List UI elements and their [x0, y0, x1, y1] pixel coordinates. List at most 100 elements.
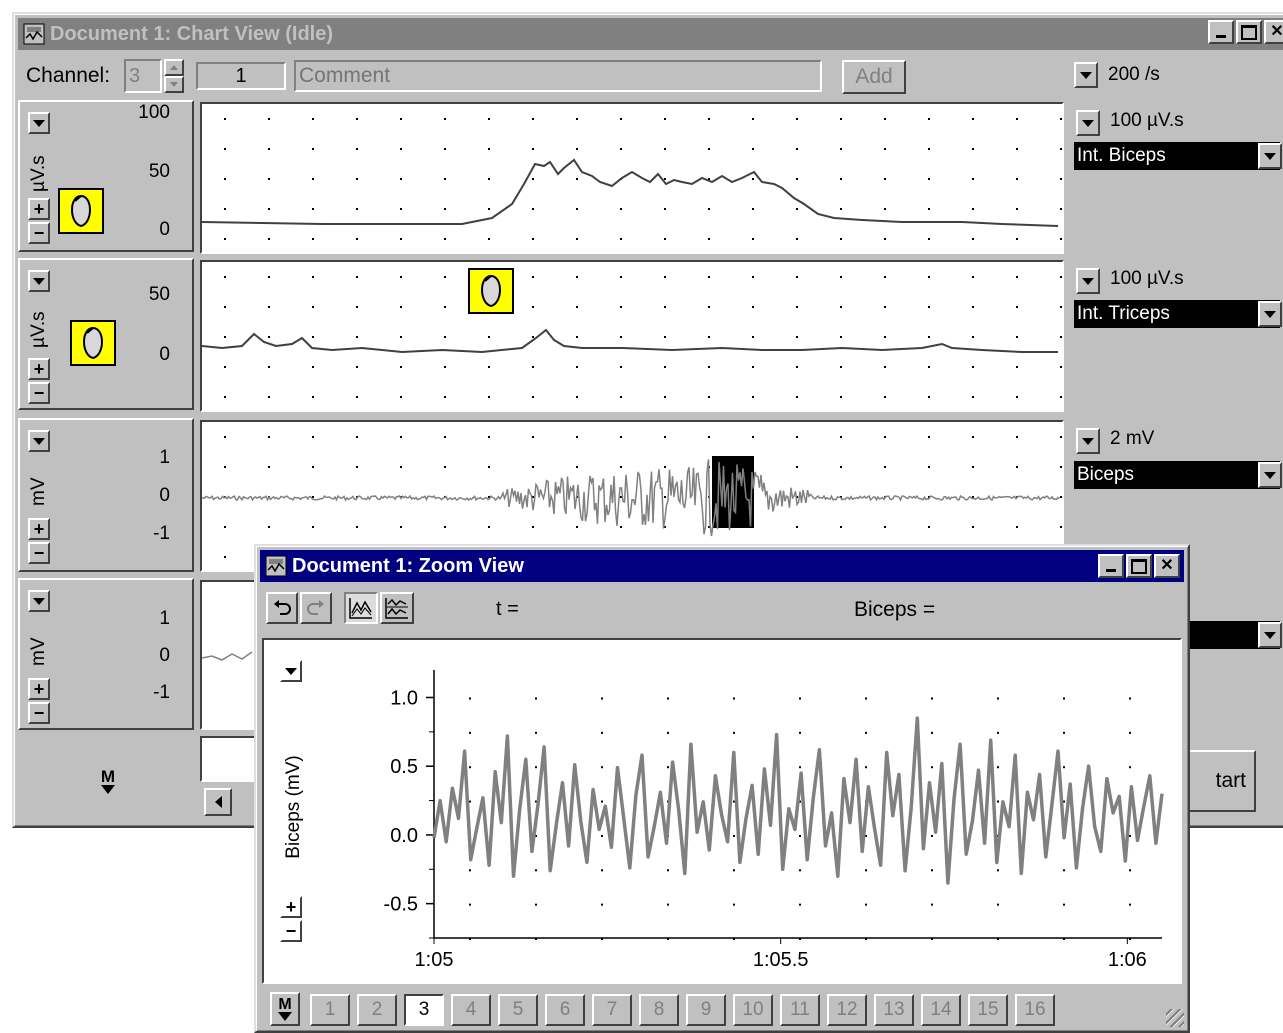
grid-dot	[1016, 178, 1018, 180]
mode-marker-icon[interactable]: M	[96, 766, 120, 796]
channel-4-zoom-in-button[interactable]: +	[28, 678, 50, 700]
comment-input[interactable]	[294, 60, 822, 92]
channel-3-zoom-in-button[interactable]: +	[28, 518, 50, 540]
grid-dot	[972, 238, 974, 240]
scroll-left-button[interactable]	[204, 788, 232, 816]
channel-2-name-dropdown[interactable]	[1258, 301, 1282, 327]
grid-dot	[931, 766, 933, 769]
maximize-button[interactable]	[1236, 20, 1262, 44]
page-button-14[interactable]: 14	[921, 994, 961, 1026]
channel-4-name-dropdown[interactable]	[1258, 622, 1282, 648]
page-button-11[interactable]: 11	[780, 994, 820, 1026]
add-button[interactable]: Add	[842, 60, 906, 94]
channel-1-zoom-out-button[interactable]: −	[28, 222, 50, 244]
zoom-view-titlebar[interactable]: Document 1: Zoom View	[260, 550, 1184, 582]
page-button-10[interactable]: 10	[733, 994, 773, 1026]
grid-dot	[1129, 766, 1131, 769]
page-button-9[interactable]: 9	[686, 994, 726, 1026]
grid-dot	[268, 238, 270, 240]
mode-marker-icon[interactable]: M	[270, 992, 300, 1026]
page-button-6[interactable]: 6	[545, 994, 585, 1026]
channel-1-plot[interactable]	[200, 102, 1064, 254]
page-button-16[interactable]: 16	[1015, 994, 1055, 1026]
channel-1-name-dropdown[interactable]	[1258, 143, 1282, 169]
channel-3-zoom-out-button[interactable]: −	[28, 542, 50, 564]
page-button-8[interactable]: 8	[639, 994, 679, 1026]
grid-dot	[708, 396, 710, 398]
grid-dot	[601, 938, 603, 940]
block-number-field[interactable]: 1	[196, 62, 286, 90]
channel-1-zoom-in-button[interactable]: +	[28, 198, 50, 220]
grid-dot	[444, 366, 446, 368]
grid-dot	[532, 148, 534, 150]
grid-dot	[1063, 869, 1065, 872]
grid-dot	[620, 496, 622, 498]
channel-4-menu-button[interactable]	[28, 590, 50, 612]
page-button-5[interactable]: 5	[498, 994, 538, 1026]
grid-dot	[972, 178, 974, 180]
maximize-button[interactable]	[1126, 554, 1152, 578]
channel-2-range-button[interactable]	[1076, 268, 1100, 294]
comment-marker-icon[interactable]	[70, 320, 116, 366]
channel-2-zoom-out-button[interactable]: −	[28, 382, 50, 404]
grid-dot	[312, 436, 314, 438]
channel-3-name-select[interactable]: Biceps	[1074, 461, 1280, 489]
page-button-15[interactable]: 15	[968, 994, 1008, 1026]
channel-2-plot[interactable]	[200, 260, 1064, 412]
grid-dot	[1129, 834, 1131, 837]
stacked-chart-icon	[385, 598, 408, 619]
grid-dot	[972, 148, 974, 150]
grid-dot	[400, 178, 402, 180]
minimize-button[interactable]	[1208, 20, 1234, 44]
minimize-button[interactable]	[1098, 554, 1124, 578]
grid-dot	[535, 800, 537, 803]
channel-2-menu-button[interactable]	[28, 270, 50, 292]
channel-1-menu-button[interactable]	[28, 112, 50, 134]
page-button-12[interactable]: 12	[827, 994, 867, 1026]
grid-dot	[400, 148, 402, 150]
stacked-mode-button[interactable]	[380, 592, 414, 624]
close-button[interactable]: ✕	[1264, 20, 1283, 44]
comment-marker-icon[interactable]	[468, 268, 514, 314]
overlay-mode-button[interactable]	[344, 592, 378, 624]
zoom-in-button[interactable]: +	[280, 896, 302, 918]
undo-button[interactable]	[266, 592, 298, 624]
zoom-channel-menu-button[interactable]	[280, 660, 302, 682]
y-ticks: 1.0 0.5 0.0 -0.5	[384, 687, 434, 939]
grid-dot	[865, 834, 867, 837]
channel-4-zoom-out-button[interactable]: −	[28, 702, 50, 724]
page-button-3[interactable]: 3	[404, 994, 444, 1026]
grid-dot	[1063, 766, 1065, 769]
arrow-left-icon	[214, 796, 222, 808]
zoom-out-button[interactable]: −	[280, 920, 302, 942]
zoom-plot-area[interactable]: Biceps (mV) + − 1.0 0.5 0.0 -0.5 1:05 1:05.5…	[262, 638, 1182, 984]
grid-dot	[664, 466, 666, 468]
page-button-4[interactable]: 4	[451, 994, 491, 1026]
page-button-7[interactable]: 7	[592, 994, 632, 1026]
page-button-1[interactable]: 1	[310, 994, 350, 1026]
grid-dot	[356, 336, 358, 338]
channel-3-range-button[interactable]	[1076, 428, 1100, 454]
channel-1-name-select[interactable]: Int. Biceps	[1074, 142, 1280, 170]
channel-3-menu-button[interactable]	[28, 430, 50, 452]
rate-dropdown-button[interactable]	[1074, 62, 1098, 88]
channel-2-name-select[interactable]: Int. Triceps	[1074, 300, 1280, 328]
comment-marker-icon[interactable]	[58, 188, 104, 234]
chart-view-titlebar[interactable]: Document 1: Chart View (Idle)	[18, 18, 1283, 50]
channel-spinner[interactable]	[164, 59, 184, 93]
spinner-up-icon[interactable]	[164, 59, 184, 76]
spinner-down-icon[interactable]	[164, 76, 184, 93]
channel-3-tick: 1	[159, 447, 170, 468]
channel-2-zoom-in-button[interactable]: +	[28, 358, 50, 380]
channel-1-range-button[interactable]	[1076, 110, 1100, 136]
redo-button[interactable]	[300, 592, 332, 624]
resize-grip-icon[interactable]	[1166, 1009, 1184, 1027]
x-tick-label: 1:06	[1108, 949, 1147, 971]
close-button[interactable]: ✕	[1154, 554, 1180, 578]
channel-3-name-dropdown[interactable]	[1258, 462, 1282, 488]
grid-dot	[1016, 336, 1018, 338]
page-button-2[interactable]: 2	[357, 994, 397, 1026]
page-button-13[interactable]: 13	[874, 994, 914, 1026]
grid-dot	[1060, 178, 1062, 180]
channel-field[interactable]: 3	[124, 59, 162, 93]
